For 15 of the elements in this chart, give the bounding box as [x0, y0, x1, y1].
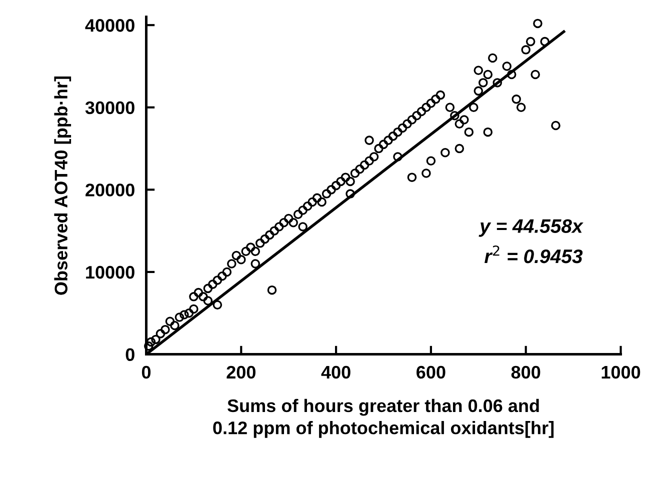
- y-tick-label: 40000: [85, 19, 134, 32]
- x-tick-label: 600: [416, 366, 446, 379]
- x-tick-label: 200: [226, 366, 256, 379]
- y-tick-label: 30000: [85, 101, 134, 114]
- x-tick-label: 800: [511, 366, 540, 379]
- y-axis-title: Observed AOT40 [ppb·hr]: [54, 76, 72, 295]
- x-tick-label: 0: [142, 366, 151, 379]
- y-tick-label: 10000: [86, 266, 134, 279]
- annotation: r$^{2}$ = 0.9453: [484, 245, 583, 264]
- x-tick-label: 400: [321, 366, 350, 379]
- y-tick-label: 20000: [86, 184, 134, 196]
- x-tick-label: 1000: [602, 366, 640, 379]
- y-tick-label: 0: [126, 348, 134, 361]
- x-axis-title: Sums of hours greater than 0.06 and 0.12 ppm of photochemical oxidants[hr]: [213, 398, 554, 438]
- annotation: y = 44.558x: [478, 219, 584, 237]
